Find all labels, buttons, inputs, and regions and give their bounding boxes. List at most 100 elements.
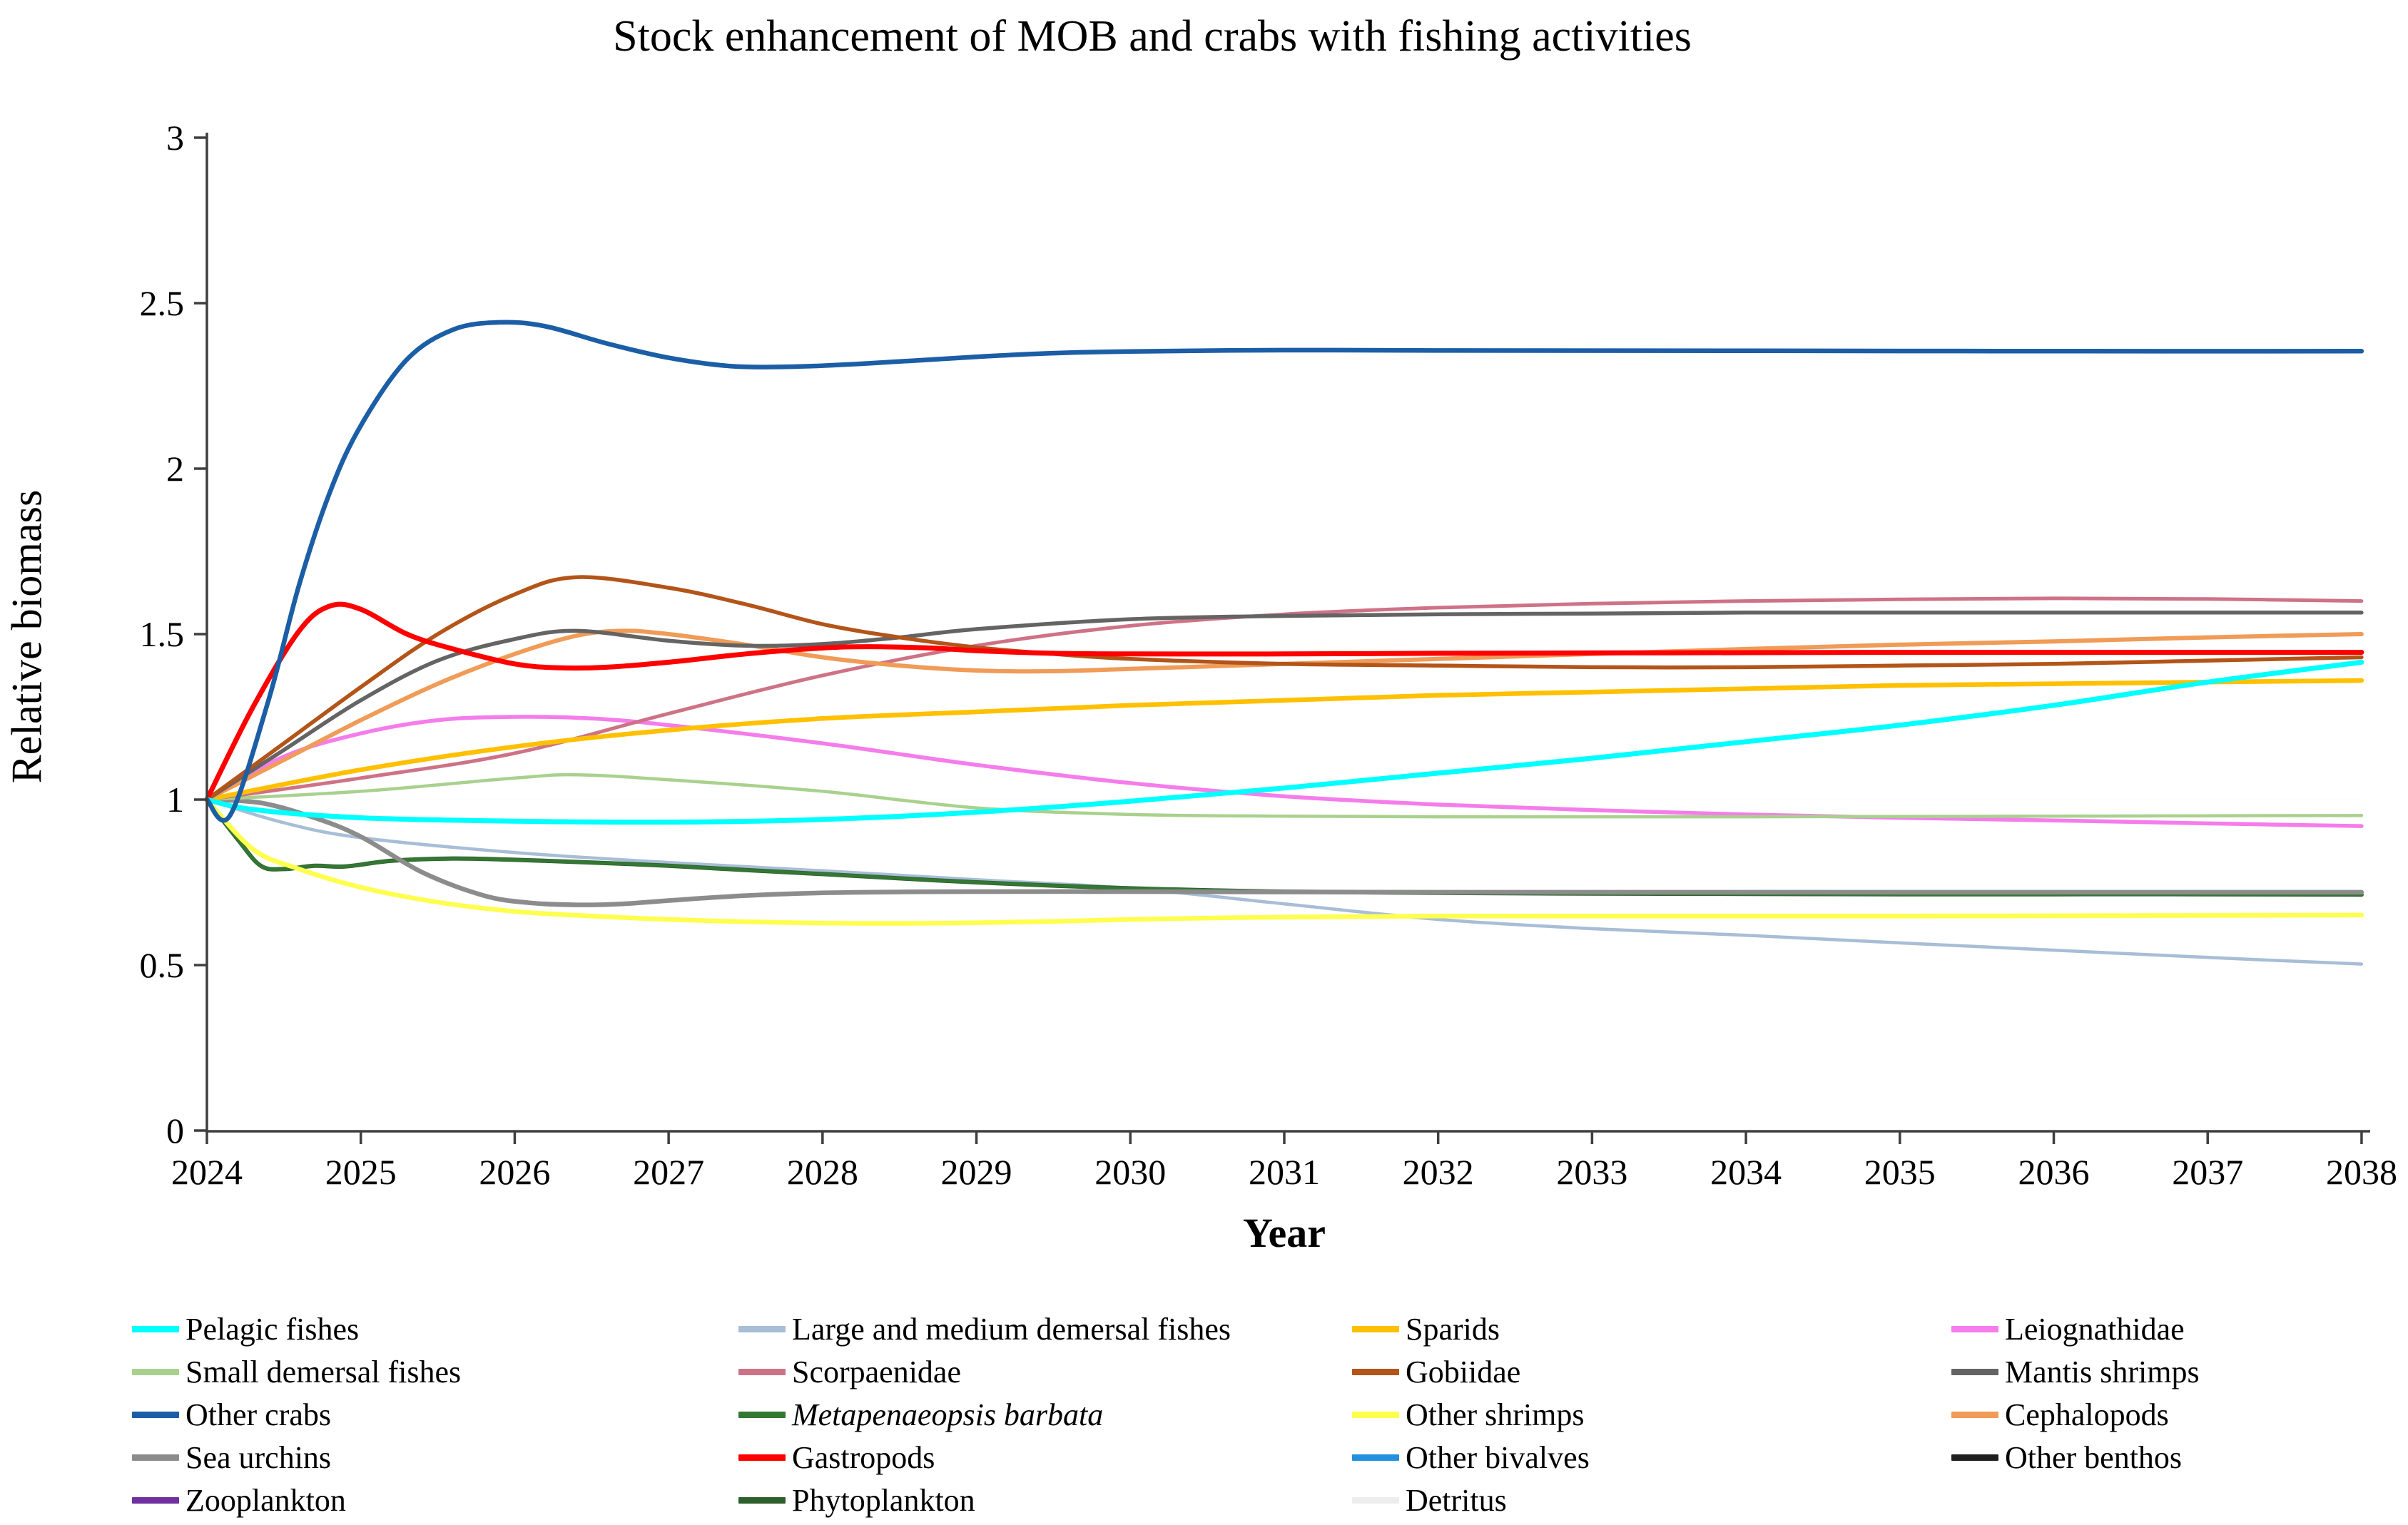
legend-swatch-gastropods [738, 1454, 786, 1461]
legend-swatch-leiognathidae [1951, 1325, 1998, 1332]
legend-swatch-gobiidae [1352, 1368, 1399, 1375]
legend-item-other_shrimps: Other shrimps [1352, 1393, 1951, 1436]
legend-item-other_crabs: Other crabs [132, 1393, 738, 1436]
y-tick-label-3: 3 [166, 118, 184, 158]
series-line-other_shrimps [204, 797, 2364, 926]
x-tick-label-2028: 2028 [786, 1152, 858, 1192]
legend-item-scorpaenidae: Scorpaenidae [738, 1350, 1352, 1393]
legend-item-gobiidae: Gobiidae [1352, 1350, 1951, 1393]
legend-label-mantis: Mantis shrimps [2005, 1354, 2200, 1389]
legend-label-gobiidae: Gobiidae [1406, 1354, 1521, 1389]
x-tick-label-2025: 2025 [325, 1152, 397, 1192]
x-tick-label-2024: 2024 [171, 1152, 243, 1192]
legend-label-other_crabs: Other crabs [186, 1397, 332, 1432]
x-tick-label-2034: 2034 [1710, 1152, 1782, 1192]
legend-swatch-other_bivalves [1352, 1454, 1399, 1461]
y-tick-label-2.5: 2.5 [139, 283, 185, 323]
legend-swatch-zooplankton [132, 1496, 179, 1504]
chart-legend: Pelagic fishes Large and medium demersal … [132, 1307, 2401, 1521]
legend-swatch-detritus [1352, 1496, 1399, 1504]
legend-label-metapenaeopsis: Metapenaeopsis barbata [792, 1397, 1104, 1432]
legend-item-other_benthos: Other benthos [1951, 1436, 2401, 1479]
y-tick-label-1: 1 [166, 780, 184, 820]
x-tick-label-2037: 2037 [2172, 1152, 2244, 1192]
legend-label-detritus: Detritus [1406, 1482, 1507, 1518]
legend-item-cephalopods: Cephalopods [1951, 1393, 2401, 1436]
series-line-pelagic [204, 659, 2364, 825]
legend-item-mantis: Mantis shrimps [1951, 1350, 2401, 1393]
y-tick-label-1.5: 1.5 [139, 614, 185, 654]
legend-label-large_demersal: Large and medium demersal fishes [792, 1311, 1231, 1347]
legend-item-gastropods: Gastropods [738, 1436, 1352, 1479]
legend-swatch-large_demersal [738, 1325, 786, 1332]
legend-label-small_demersal: Small demersal fishes [186, 1354, 462, 1389]
x-tick-label-2033: 2033 [1556, 1152, 1628, 1192]
series-line-large_demersal [205, 797, 2364, 966]
series-line-leiognathidae [205, 715, 2364, 828]
legend-swatch-other_benthos [1951, 1454, 1998, 1461]
legend-item-metapenaeopsis: Metapenaeopsis barbata [738, 1393, 1352, 1436]
series-line-phytoplankton [205, 797, 2364, 897]
x-tick-label-2036: 2036 [2018, 1152, 2090, 1192]
legend-swatch-other_crabs [132, 1411, 179, 1418]
legend-item-pelagic: Pelagic fishes [132, 1307, 738, 1350]
legend-item-leiognathidae: Leiognathidae [1951, 1307, 2401, 1350]
legend-swatch-other_shrimps [1352, 1411, 1399, 1418]
legend-item-phytoplankton: Phytoplankton [738, 1479, 1352, 1521]
series-line-other_crabs [204, 320, 2364, 823]
x-tick-label-2030: 2030 [1094, 1152, 1167, 1192]
legend-label-phytoplankton: Phytoplankton [792, 1482, 975, 1518]
legend-item-large_demersal: Large and medium demersal fishes [738, 1307, 1352, 1350]
legend-swatch-phytoplankton [738, 1496, 786, 1504]
legend-label-other_shrimps: Other shrimps [1406, 1397, 1585, 1432]
series-layer [204, 320, 2364, 966]
legend-swatch-sea_urchins [132, 1454, 179, 1461]
legend-label-scorpaenidae: Scorpaenidae [792, 1354, 961, 1389]
legend-swatch-cephalopods [1951, 1411, 1998, 1418]
y-tick-label-0.5: 0.5 [139, 945, 185, 985]
axes-layer [194, 133, 2370, 1144]
legend-swatch-scorpaenidae [738, 1368, 786, 1375]
legend-item-sea_urchins: Sea urchins [132, 1436, 738, 1479]
legend-item-detritus: Detritus [1352, 1479, 1951, 1521]
legend-label-leiognathidae: Leiognathidae [2005, 1311, 2185, 1347]
x-axis-title: Year [1243, 1210, 1326, 1256]
y-axis-title: Relative biomass [3, 489, 51, 784]
x-tick-label-2031: 2031 [1248, 1152, 1320, 1192]
legend-label-sea_urchins: Sea urchins [186, 1439, 332, 1475]
x-tick-label-2029: 2029 [940, 1152, 1012, 1192]
series-line-metapenaeopsis [205, 797, 2364, 897]
legend-item-sparids: Sparids [1352, 1307, 1951, 1350]
series-line-sparids [204, 678, 2364, 802]
chart-title: Stock enhancement of MOB and crabs with … [613, 12, 1692, 61]
legend-item-other_bivalves: Other bivalves [1352, 1436, 1951, 1479]
legend-item-zooplankton: Zooplankton [132, 1479, 738, 1521]
series-line-mantis [205, 610, 2364, 802]
legend-item-small_demersal: Small demersal fishes [132, 1350, 738, 1393]
legend-swatch-small_demersal [132, 1368, 179, 1375]
legend-label-pelagic: Pelagic fishes [186, 1311, 360, 1347]
series-line-gobiidae [205, 575, 2364, 802]
series-line-gastropods [204, 601, 2364, 802]
legend-swatch-mantis [1951, 1368, 1998, 1375]
series-line-sea_urchins [204, 797, 2364, 907]
legend-label-other_benthos: Other benthos [2005, 1439, 2183, 1475]
legend-label-gastropods: Gastropods [792, 1439, 935, 1475]
legend-label-sparids: Sparids [1406, 1311, 1500, 1347]
legend-swatch-pelagic [132, 1325, 179, 1332]
x-tick-label-2035: 2035 [1864, 1152, 1936, 1192]
x-tick-label-2026: 2026 [479, 1152, 551, 1192]
legend-label-zooplankton: Zooplankton [186, 1482, 346, 1518]
x-tick-label-2038: 2038 [2325, 1152, 2397, 1192]
legend-swatch-metapenaeopsis [738, 1411, 786, 1418]
legend-label-other_bivalves: Other bivalves [1406, 1439, 1590, 1475]
series-line-small_demersal [205, 772, 2364, 819]
x-tick-label-2032: 2032 [1402, 1152, 1474, 1192]
y-tick-label-0: 0 [166, 1111, 184, 1151]
x-tick-label-2027: 2027 [633, 1152, 705, 1192]
y-tick-label-2: 2 [166, 449, 184, 489]
legend-label-cephalopods: Cephalopods [2005, 1397, 2169, 1432]
legend-swatch-sparids [1352, 1325, 1399, 1332]
